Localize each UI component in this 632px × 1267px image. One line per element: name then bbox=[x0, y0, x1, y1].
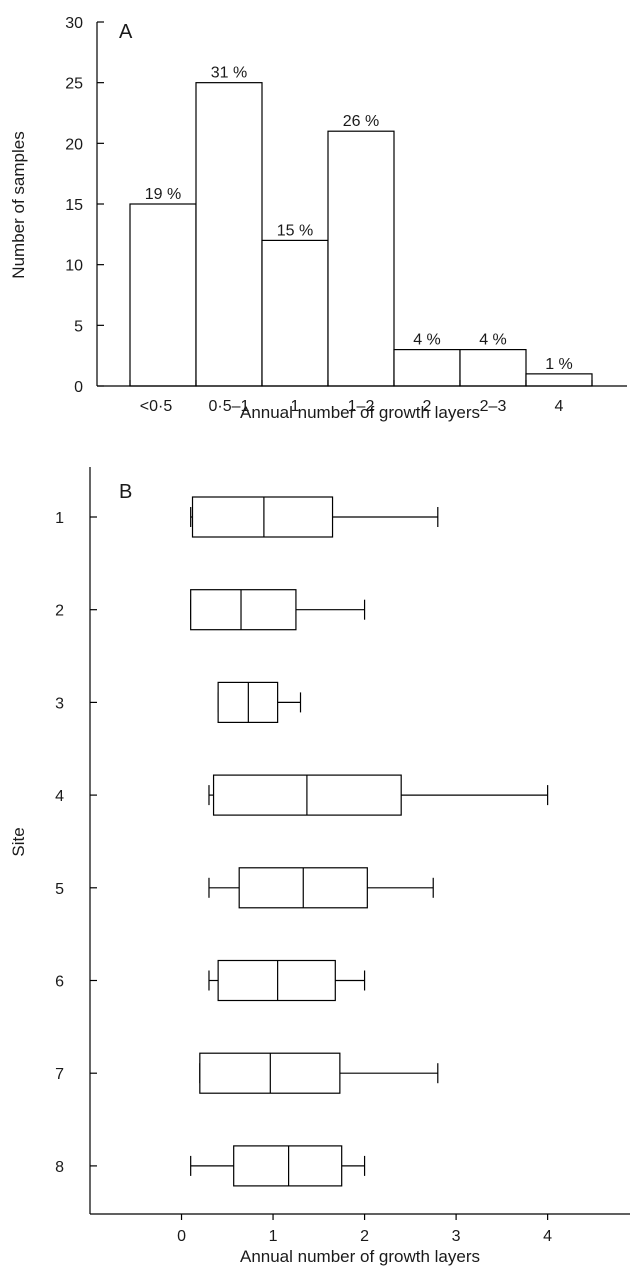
box bbox=[217, 959, 336, 1002]
x-tick-label-a: 2 bbox=[423, 398, 432, 415]
x-axis-label-a: Annual number of growth layers bbox=[240, 403, 480, 422]
bar bbox=[195, 82, 263, 387]
box bbox=[191, 496, 334, 538]
site-label: 8 bbox=[55, 1159, 64, 1176]
y-tick-label-a: 20 bbox=[65, 136, 83, 153]
x-tick-label-a: 1–2 bbox=[348, 398, 375, 415]
x-tick-label-a: 1 bbox=[291, 398, 300, 415]
x-tick-label-a: 2–3 bbox=[480, 398, 507, 415]
bar-value-label: 15 % bbox=[277, 222, 313, 239]
x-tick-label-a: 4 bbox=[555, 398, 564, 415]
panel-label-a: A bbox=[119, 21, 133, 43]
x-tick-label-b: 3 bbox=[452, 1228, 461, 1245]
site-label: 6 bbox=[55, 974, 64, 991]
y-tick-label-a: 5 bbox=[74, 318, 83, 335]
x-tick-label-b: 1 bbox=[269, 1228, 278, 1245]
site-label: 4 bbox=[55, 788, 64, 805]
histogram-panel-a: A 0 5 10 15 20 25 30 19 % 31 % 15 % 26 % 4 % 4 % 1 %… bbox=[9, 15, 627, 422]
x-tick-label-b: 0 bbox=[177, 1228, 186, 1245]
site-label: 2 bbox=[55, 603, 64, 620]
bar-value-label: 1 % bbox=[545, 356, 573, 373]
bar-value-label: 19 % bbox=[145, 186, 181, 203]
boxplot-panel-b: B 1 2 3 4 5 6 7 8 0 1 2 3 4 Annual number of growth… bbox=[9, 467, 630, 1266]
bar bbox=[261, 239, 329, 387]
y-tick-label-a: 25 bbox=[65, 76, 83, 93]
x-tick-label-b: 4 bbox=[543, 1228, 552, 1245]
x-tick-label-b: 2 bbox=[360, 1228, 369, 1245]
bar-value-label: 4 % bbox=[479, 332, 507, 349]
site-label: 3 bbox=[55, 695, 64, 712]
y-axis-label-a: Number of samples bbox=[9, 131, 28, 278]
y-axis-label-b: Site bbox=[9, 827, 28, 856]
y-tick-label-a: 30 bbox=[65, 15, 83, 32]
bar-value-label: 31 % bbox=[211, 65, 247, 82]
bar-value-label: 4 % bbox=[413, 332, 441, 349]
box bbox=[190, 589, 297, 631]
bar bbox=[393, 349, 461, 387]
box bbox=[233, 1145, 343, 1187]
y-tick-label-a: 0 bbox=[74, 379, 83, 396]
bar bbox=[327, 130, 395, 387]
bar-value-label: 26 % bbox=[343, 113, 379, 130]
site-label: 7 bbox=[55, 1066, 64, 1083]
x-tick-label-a: <0·5 bbox=[140, 398, 173, 415]
x-axis-label-b: Annual number of growth layers bbox=[240, 1247, 480, 1266]
site-label: 5 bbox=[55, 881, 64, 898]
x-tick-label-a: 0·5–1 bbox=[209, 398, 250, 415]
site-label: 1 bbox=[55, 510, 64, 527]
bar bbox=[459, 349, 527, 387]
bar bbox=[525, 373, 593, 387]
panel-label-b: B bbox=[119, 481, 132, 503]
y-tick-label-a: 15 bbox=[65, 197, 83, 214]
bar bbox=[129, 203, 197, 387]
y-tick-label-a: 10 bbox=[65, 258, 83, 275]
